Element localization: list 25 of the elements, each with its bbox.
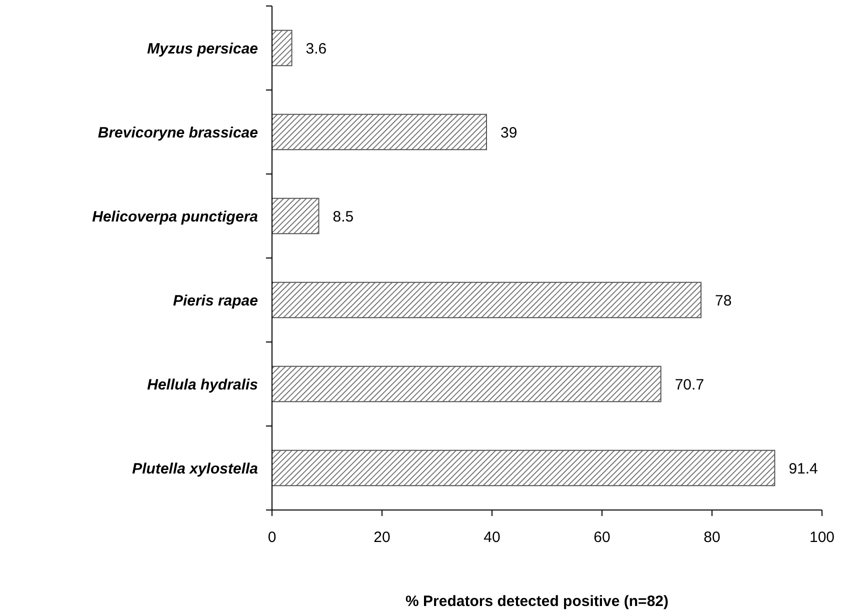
x-tick-label: 20 xyxy=(374,529,390,546)
y-tick-label: Hellula hydralis xyxy=(147,376,258,394)
bar xyxy=(272,450,776,486)
data-label: 8.5 xyxy=(332,208,354,226)
x-tick-label: 100 xyxy=(809,529,835,546)
y-tick-label: Pieris rapae xyxy=(172,292,258,310)
bar xyxy=(272,114,487,150)
bar xyxy=(272,282,702,318)
y-tick-label: Helicoverpa punctigera xyxy=(92,208,258,226)
x-tick-label: 80 xyxy=(704,529,720,546)
y-tick-label: Brevicoryne brassicae xyxy=(98,124,258,142)
data-label: 91.4 xyxy=(788,460,818,478)
data-label: 70.7 xyxy=(674,376,704,394)
data-label: 39 xyxy=(500,124,518,142)
data-label: 3.6 xyxy=(306,40,327,58)
x-tick-label: 60 xyxy=(594,529,610,546)
y-tick-label: Myzus persicae xyxy=(147,40,258,58)
bar xyxy=(272,198,320,234)
x-tick-label: 40 xyxy=(484,529,500,546)
bar xyxy=(272,30,292,66)
bar xyxy=(272,366,662,402)
y-tick-label: Plutella xylostella xyxy=(132,460,258,478)
data-label: 78 xyxy=(715,292,732,310)
x-tick-label: 0 xyxy=(268,529,276,546)
x-axis-title: % Predators detected positive (n=82) xyxy=(406,593,669,610)
